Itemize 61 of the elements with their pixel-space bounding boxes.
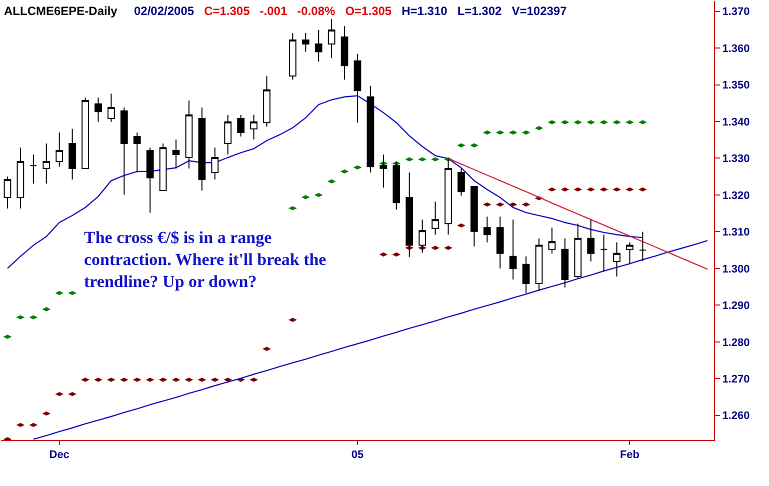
line-series bbox=[6, 95, 644, 270]
y-tick-label: 1.310 bbox=[722, 226, 750, 239]
chart-subtitle: 02/02/2005 C=1.305 -.001 -0.08% O=1.305 H=1.310 L=1.302 V=102397 bbox=[134, 4, 568, 18]
y-tick-label: 1.290 bbox=[722, 300, 750, 312]
y-tick-label: 1.280 bbox=[722, 336, 750, 349]
candlestick bbox=[613, 242, 620, 278]
x-tick-label: Dec bbox=[49, 449, 70, 462]
candlestick bbox=[68, 128, 76, 180]
candlestick bbox=[108, 93, 115, 122]
candlestick bbox=[639, 231, 646, 262]
candlestick bbox=[302, 32, 310, 52]
candlestick bbox=[496, 216, 504, 269]
candlestick bbox=[574, 223, 582, 279]
chart-title: ALLCME6EPE-Daily bbox=[4, 4, 118, 18]
candlestick bbox=[133, 132, 141, 174]
candlestick bbox=[30, 154, 38, 184]
y-tick-label: 1.370 bbox=[722, 6, 750, 18]
candlestick bbox=[587, 219, 595, 262]
y-tick-label: 1.350 bbox=[722, 80, 750, 92]
candlestick bbox=[16, 147, 24, 210]
annotation: The cross €/$ is in a range contraction. Where it'll break the trendline? Up or down? bbox=[84, 228, 327, 292]
y-tick-label: 1.340 bbox=[722, 116, 750, 128]
candlestick bbox=[626, 242, 634, 265]
candlestick bbox=[42, 143, 50, 184]
y-tick-label: 1.260 bbox=[722, 410, 750, 422]
candlestick bbox=[120, 107, 128, 196]
candlestick bbox=[340, 25, 348, 80]
x-tick-label: 05 bbox=[351, 449, 364, 462]
y-tick-label: 1.320 bbox=[722, 190, 750, 202]
y-tick-label: 1.300 bbox=[722, 263, 750, 276]
candlestick bbox=[535, 238, 543, 291]
candlestick bbox=[328, 18, 336, 58]
candlestick bbox=[354, 53, 362, 124]
candlestick bbox=[94, 97, 102, 122]
candlestick bbox=[289, 32, 296, 80]
candlestick bbox=[522, 256, 530, 294]
y-tick-label: 1.270 bbox=[722, 374, 750, 386]
candlestick bbox=[198, 107, 206, 192]
candlestick bbox=[159, 143, 167, 192]
candlestick bbox=[250, 114, 258, 140]
candlestick bbox=[548, 227, 556, 254]
candlestick bbox=[561, 238, 569, 288]
candlestick bbox=[432, 201, 439, 236]
candlestick bbox=[146, 147, 154, 214]
candlestick bbox=[314, 30, 322, 62]
candlestick bbox=[600, 234, 608, 272]
candlestick bbox=[172, 139, 180, 170]
candlestick bbox=[82, 97, 89, 170]
candlestick bbox=[185, 100, 193, 170]
x-tick-label: Feb bbox=[620, 449, 640, 462]
candlestick bbox=[483, 216, 491, 243]
candlestick bbox=[56, 132, 64, 168]
candlestick bbox=[224, 114, 232, 156]
candlestick bbox=[458, 168, 465, 196]
candlestick bbox=[509, 219, 517, 280]
candlestick bbox=[263, 75, 270, 128]
y-tick-label: 1.330 bbox=[722, 153, 750, 166]
candlestick bbox=[211, 147, 219, 180]
candlestick bbox=[237, 114, 244, 138]
y-tick-label: 1.360 bbox=[722, 42, 750, 55]
candlestick bbox=[4, 176, 12, 210]
